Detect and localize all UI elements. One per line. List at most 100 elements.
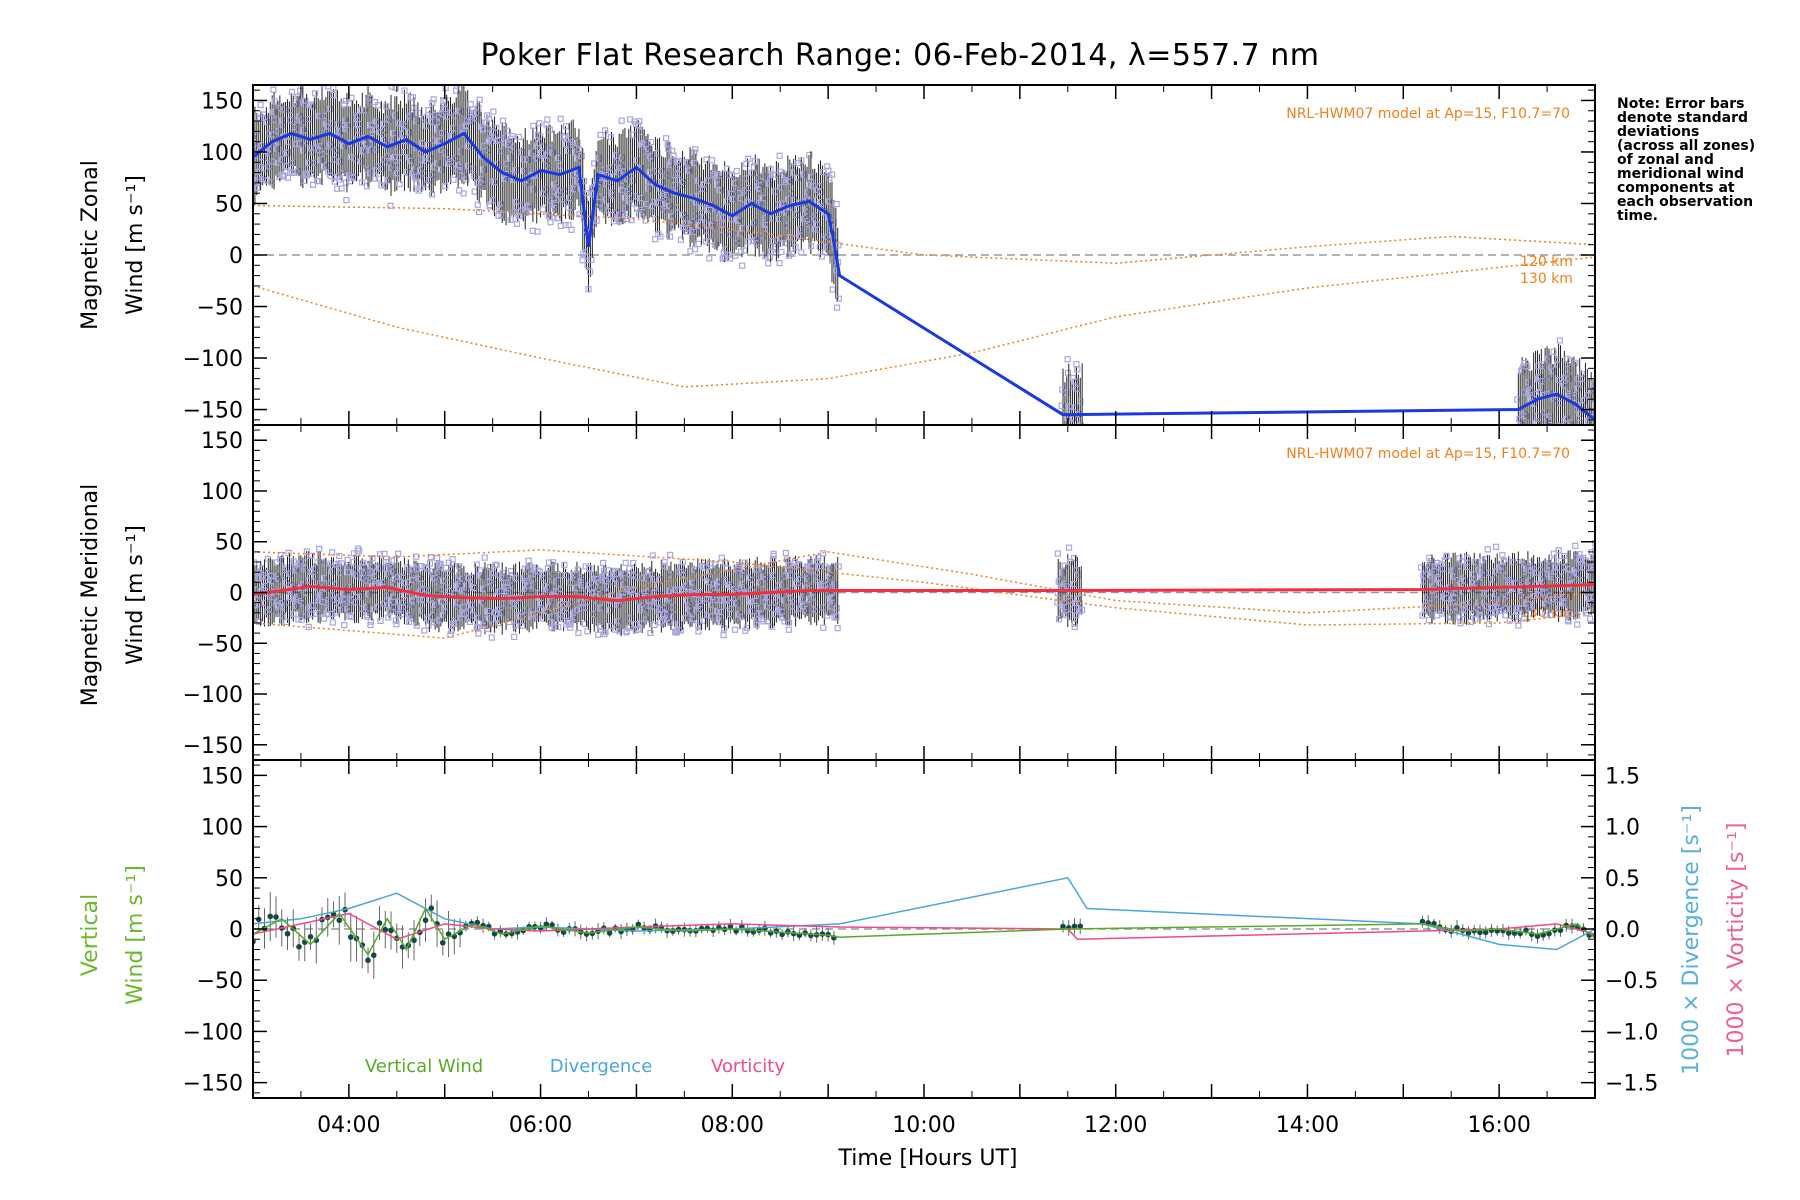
meridional-zone-point: [768, 623, 775, 630]
vertical-wind-point: [1454, 924, 1460, 931]
zonal-zone-point: [392, 112, 399, 119]
meridional-zone-point: [281, 572, 288, 579]
zonal-y-tick-label: −50: [197, 296, 243, 321]
vertical-wind-point: [1505, 930, 1512, 936]
zonal-zone-point: [792, 243, 799, 251]
zonal-zone-point: [769, 215, 776, 222]
zonal-zone-point: [253, 148, 255, 155]
zonal-zone-point: [687, 220, 694, 227]
meridional-zone-point: [470, 606, 477, 613]
zonal-zone-point: [1568, 437, 1573, 442]
meridional-zone-point: [513, 575, 520, 582]
zonal-zone-point: [1517, 421, 1524, 425]
meridional-zone-point: [785, 626, 792, 633]
meridional-zone-point: [644, 587, 652, 595]
zonal-zone-point: [591, 160, 598, 167]
zonal-zone-point: [285, 138, 292, 145]
zonal-zone-point: [800, 171, 807, 178]
zonal-zone-point: [356, 120, 363, 128]
zonal-zone-point: [524, 156, 532, 163]
meridional-zone-point: [1590, 593, 1595, 601]
zonal-zone-point: [371, 98, 379, 106]
zonal-zone-point: [1554, 435, 1559, 440]
right-tick-label: −0.5: [1605, 969, 1658, 994]
meridional-zone-point: [277, 555, 284, 563]
meridional-zone-point: [426, 560, 434, 567]
meridional-zone-point: [701, 574, 708, 581]
meridional-zone-point: [753, 566, 760, 573]
meridional-zone-point: [341, 621, 348, 629]
meridional-zone-point: [290, 610, 297, 617]
meridional-zone-point: [1586, 601, 1593, 608]
zonal-zone-point: [776, 259, 783, 267]
zonal-zone-point: [269, 131, 276, 138]
zonal-zone-point: [457, 148, 464, 155]
vertical-wind-point: [1477, 929, 1483, 936]
zonal-zone-point: [698, 204, 706, 212]
meridional-zone-point: [1457, 620, 1464, 627]
zonal-zone-point: [387, 202, 394, 209]
right-tick-label: 0.0: [1605, 918, 1640, 943]
zonal-zone-point: [674, 159, 681, 166]
meridional-zone-point: [578, 578, 585, 585]
zonal-zone-point: [570, 186, 577, 193]
meridional-zone-point: [606, 607, 614, 614]
zonal-zone-point: [348, 94, 355, 101]
zonal-zone-point: [470, 109, 477, 116]
panel-vertical: 1.5 1.0 0.5 0.0 −0.5 −1.0 −1.5 150 100 50 0 −50 −100…: [183, 759, 1658, 1099]
zonal-zone-point: [330, 91, 337, 99]
zonal-zone-point: [431, 163, 438, 170]
meridional-zone-point: [262, 582, 269, 590]
zonal-zone-point: [283, 163, 290, 170]
meridional-zone-point: [555, 623, 562, 631]
meridional-zone-point: [277, 551, 284, 559]
meridional-zone-point: [601, 631, 608, 638]
meridional-zone-point: [285, 549, 292, 556]
x-tick-label: 12:00: [1084, 1113, 1147, 1138]
vertical-wind-point: [347, 934, 354, 940]
vertical-plot-area: [253, 876, 1595, 979]
vertical-y-tick-label: −100: [183, 1020, 243, 1045]
chart-title: Poker Flat Research Range: 06-Feb-2014, …: [480, 38, 1320, 73]
zonal-zone-point: [829, 171, 836, 178]
vertical-wind-point: [284, 930, 291, 937]
meridional-y-tick-label: −50: [197, 632, 243, 657]
meridional-zone-point: [657, 576, 664, 583]
meridional-zone-point: [672, 586, 679, 593]
zonal-zone-point: [1073, 436, 1078, 441]
zonal-zone-point: [653, 167, 660, 175]
zonal-zone-point: [288, 169, 296, 176]
zonal-zone-point: [630, 131, 637, 138]
legend-vorticity: Vorticity: [711, 1056, 785, 1077]
zonal-zone-point: [549, 149, 556, 156]
zonal-zone-point: [279, 117, 286, 124]
zonal-zone-point: [597, 131, 604, 138]
meridional-zone-point: [1550, 557, 1558, 564]
meridional-zone-point: [1471, 558, 1478, 566]
zonal-zone-point: [794, 174, 802, 181]
zonal-zone-point: [401, 148, 408, 156]
zonal-zone-point: [733, 167, 740, 175]
meridional-zone-point: [1479, 563, 1486, 571]
zonal-zone-point: [1577, 463, 1582, 468]
zonal-zone-point: [720, 221, 727, 228]
meridional-zone-point: [1055, 616, 1063, 623]
zonal-zone-point: [428, 191, 436, 198]
zonal-zone-point: [555, 214, 562, 222]
zonal-zone-point: [294, 93, 301, 100]
meridional-y-tick-label: −100: [183, 683, 243, 708]
zonal-zone-point: [602, 196, 610, 203]
meridional-zone-point: [495, 588, 502, 595]
zonal-zone-point: [703, 219, 710, 226]
meridional-zone-point: [319, 592, 326, 599]
meridional-zone-point: [833, 605, 840, 612]
meridional-zone-point: [363, 603, 370, 610]
zonal-zone-point: [307, 101, 314, 108]
meridional-zone-point: [305, 623, 312, 631]
zonal-zone-point: [829, 257, 837, 264]
zonal-zone-point: [654, 150, 661, 157]
meridional-zone-point: [570, 574, 577, 582]
zonal-zone-point: [493, 124, 500, 131]
zonal-zone-point: [644, 145, 652, 153]
meridional-zone-point: [1464, 554, 1471, 561]
